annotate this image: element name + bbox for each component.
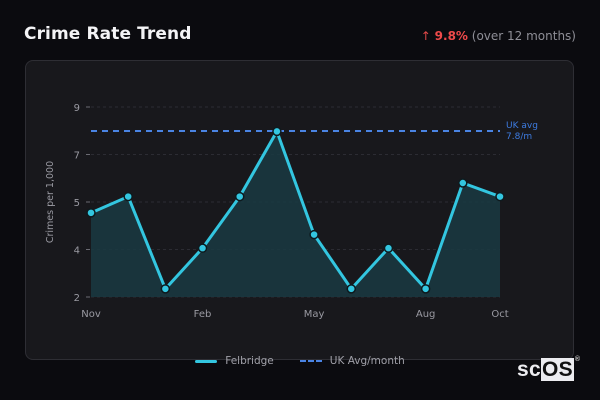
change-percent: 9.8% — [434, 29, 468, 43]
x-axis-ticks: Nov Feb May Aug Oct — [81, 309, 508, 320]
avg-label-line2: 7.8/m — [506, 132, 532, 142]
data-point[interactable] — [272, 126, 282, 137]
legend: Felbridge UK Avg/month — [0, 355, 600, 367]
data-point[interactable] — [458, 178, 468, 188]
legend-label: Felbridge — [225, 355, 274, 367]
y-axis-ticks: 2 4 5 7 9 — [74, 103, 90, 304]
legend-swatch-dashed — [299, 360, 322, 362]
legend-item-felbridge[interactable]: Felbridge — [195, 355, 274, 367]
y-tick-label: 9 — [74, 103, 80, 114]
change-indicator: ↑ 9.8% (over 12 months) — [421, 29, 576, 43]
x-tick-label: Feb — [194, 309, 212, 320]
arrow-up-icon: ↑ — [420, 29, 431, 43]
data-point[interactable] — [160, 284, 171, 294]
data-point[interactable] — [383, 243, 394, 253]
scos-logo: scOS ® — [517, 356, 581, 382]
series-line-felbridge — [90, 129, 501, 291]
x-tick-label: Oct — [491, 309, 508, 320]
logo-text: sc — [517, 358, 541, 381]
data-point[interactable] — [309, 229, 319, 240]
x-tick-label: Aug — [416, 309, 436, 320]
legend-label: UK Avg/month — [329, 355, 405, 367]
legend-item-uk-avg[interactable]: UK Avg/month — [299, 355, 405, 367]
area-fill — [91, 131, 500, 297]
data-point[interactable] — [420, 284, 431, 294]
y-tick-label: 5 — [74, 198, 80, 209]
data-point[interactable] — [234, 191, 245, 202]
data-point[interactable] — [123, 191, 133, 202]
page-title: Crime Rate Trend — [24, 24, 192, 44]
avg-label-line1: UK avg — [506, 121, 538, 131]
legend-swatch-solid — [195, 359, 218, 363]
y-tick-label: 4 — [74, 246, 80, 257]
registered-mark: ® — [574, 356, 581, 363]
x-tick-label: Nov — [81, 309, 101, 320]
y-tick-label: 2 — [74, 293, 80, 304]
change-period: (over 12 months) — [471, 29, 576, 43]
y-tick-label: 7 — [74, 151, 80, 162]
data-point[interactable] — [495, 191, 505, 202]
data-point[interactable] — [86, 208, 96, 218]
data-point[interactable] — [197, 243, 208, 253]
logo-text-box: OS — [540, 358, 574, 381]
data-markers — [86, 126, 505, 294]
data-point[interactable] — [346, 284, 357, 294]
y-axis-label: Crimes per 1,000 — [45, 161, 56, 243]
x-tick-label: May — [304, 309, 325, 320]
